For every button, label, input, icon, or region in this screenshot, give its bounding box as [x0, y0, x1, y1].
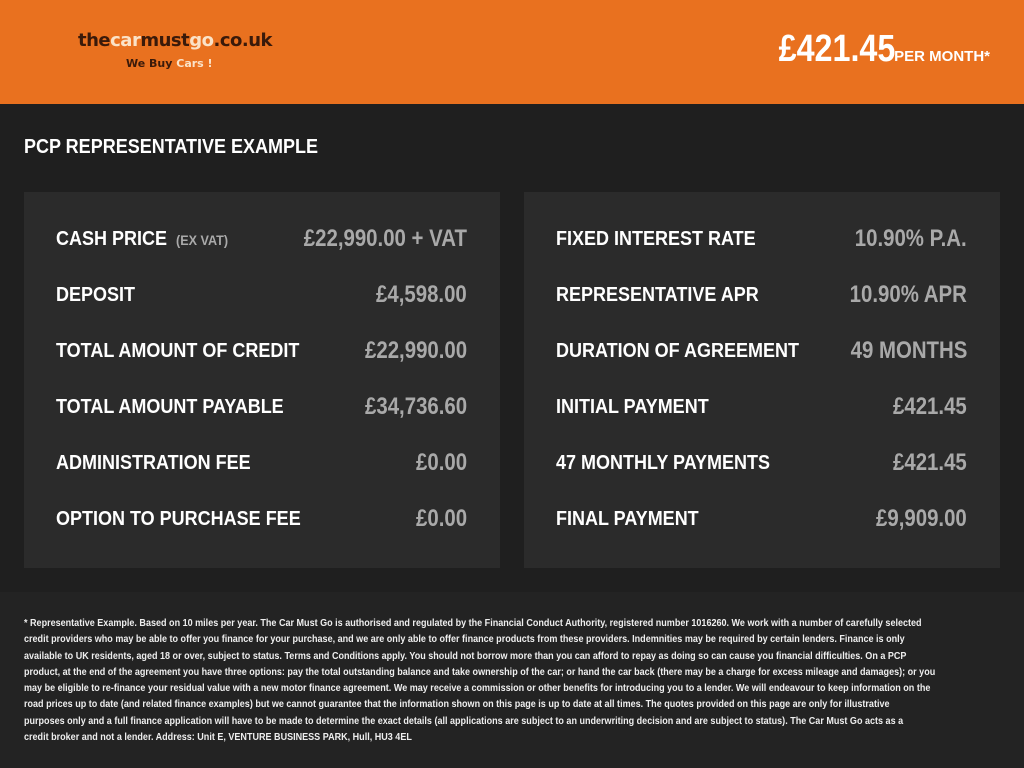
disclaimer: * Representative Example. Based on 10 mi…: [24, 615, 1024, 745]
disclaimer-line: credit providers who may be able to offe…: [24, 633, 905, 646]
logo-tagline: We Buy Cars !: [126, 57, 213, 70]
row-value: £0.00: [415, 505, 467, 532]
row-label: REPRESENTATIVE APR: [556, 284, 759, 306]
row-value: £22,990.00: [364, 337, 467, 364]
row-label: TOTAL AMOUNT OF CREDIT: [56, 340, 300, 362]
row-value: £4,598.00: [376, 281, 467, 308]
row-label: CASH PRICE (EX VAT): [56, 228, 229, 250]
disclaimer-line: road prices up to date (and related fina…: [24, 698, 890, 711]
row-value: £22,990.00 + VAT: [303, 225, 467, 252]
page-title: PCP REPRESENTATIVE EXAMPLE: [24, 136, 319, 158]
logo-wordmark: thecarmustgo.co.uk: [78, 30, 272, 51]
row-value: 49 MONTHS: [850, 337, 967, 364]
finance-row: FINAL PAYMENT £9,909.00: [556, 505, 967, 538]
price-amount: £421.45: [778, 28, 896, 70]
row-value: £421.45: [893, 449, 967, 476]
finance-row: OPTION TO PURCHASE FEE £0.00: [56, 505, 467, 538]
header: thecarmustgo.co.uk We Buy Cars ! £421.45…: [0, 0, 1024, 104]
disclaimer-line: product, at the end of the agreement you…: [24, 665, 936, 678]
finance-row: DURATION OF AGREEMENT 49 MONTHS: [556, 337, 967, 370]
row-value: £34,736.60: [364, 393, 467, 420]
finance-row: CASH PRICE (EX VAT) £22,990.00 + VAT: [56, 225, 467, 258]
row-label: 47 MONTHLY PAYMENTS: [556, 452, 771, 474]
footer: * Representative Example. Based on 10 mi…: [0, 592, 1024, 768]
row-value: £9,909.00: [876, 505, 967, 532]
finance-row: INITIAL PAYMENT £421.45: [556, 393, 967, 426]
row-value: £421.45: [893, 393, 967, 420]
right-panel: FIXED INTEREST RATE 10.90% P.A. REPRESENTA…: [524, 192, 1000, 568]
row-label: FIXED INTEREST RATE: [556, 228, 756, 250]
disclaimer-line: purposes only and a full finance applica…: [24, 714, 904, 727]
finance-row: ADMINISTRATION FEE £0.00: [56, 449, 467, 482]
monthly-price: £421.45 PER MONTH*: [758, 28, 990, 71]
row-label: FINAL PAYMENT: [556, 508, 699, 530]
disclaimer-line: * Representative Example. Based on 10 mi…: [24, 617, 922, 629]
finance-row: TOTAL AMOUNT PAYABLE £34,736.60: [56, 393, 467, 426]
row-value: £0.00: [415, 449, 467, 476]
disclaimer-line: may be eligible to re-finance your resid…: [24, 682, 931, 695]
disclaimer-line: available to UK residents, aged 18 or ov…: [24, 649, 907, 662]
logo[interactable]: thecarmustgo.co.uk We Buy Cars !: [78, 30, 278, 70]
row-label: DEPOSIT: [56, 284, 136, 306]
price-unit: PER MONTH*: [894, 48, 990, 65]
disclaimer-line: credit broker and not a lender. Address:…: [24, 731, 412, 744]
row-label: DURATION OF AGREEMENT: [556, 340, 799, 362]
row-label: TOTAL AMOUNT PAYABLE: [56, 396, 284, 418]
finance-row: TOTAL AMOUNT OF CREDIT £22,990.00: [56, 337, 467, 370]
finance-row: 47 MONTHLY PAYMENTS £421.45: [556, 449, 967, 482]
finance-row: REPRESENTATIVE APR 10.90% APR: [556, 281, 967, 314]
left-panel: CASH PRICE (EX VAT) £22,990.00 + VAT DEPOSI…: [24, 192, 500, 568]
row-value: 10.90% APR: [849, 281, 967, 308]
row-value: 10.90% P.A.: [855, 225, 967, 252]
finance-row: DEPOSIT £4,598.00: [56, 281, 467, 314]
row-label: OPTION TO PURCHASE FEE: [56, 508, 301, 530]
row-note: (EX VAT): [176, 232, 229, 248]
finance-row: FIXED INTEREST RATE 10.90% P.A.: [556, 225, 967, 258]
row-label: INITIAL PAYMENT: [556, 396, 709, 418]
row-label: ADMINISTRATION FEE: [56, 452, 251, 474]
